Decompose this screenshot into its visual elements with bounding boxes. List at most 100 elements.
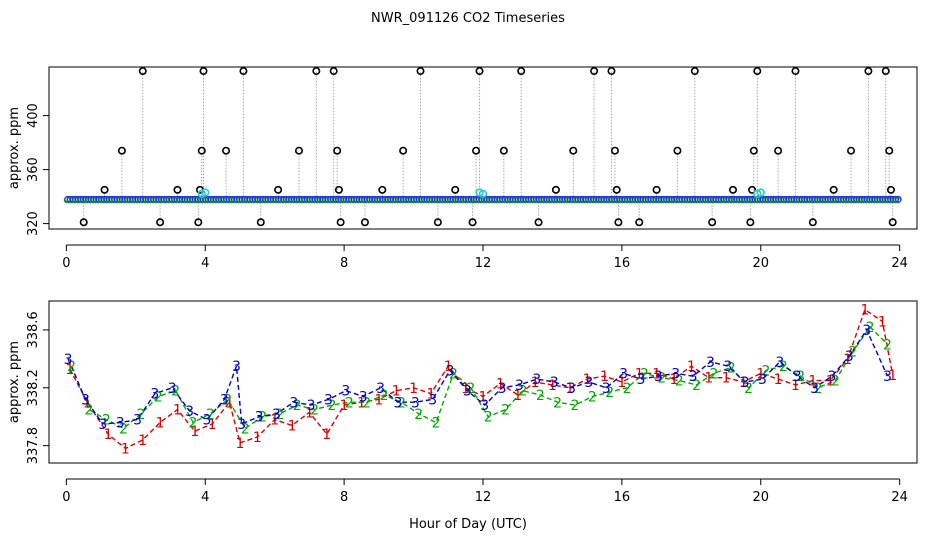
series-3-point-label: 3: [689, 369, 698, 385]
series-1-point-label: 1: [270, 413, 279, 429]
spike-point: [534, 218, 543, 227]
top-panel: 0 4 8 12 16 20 24 320 360 400 approx. ppm: [7, 66, 918, 271]
series-1-point-label: 1: [496, 376, 505, 392]
x-tick-label: 8: [340, 490, 348, 505]
spike-point: [173, 185, 182, 194]
spike-point: [499, 146, 508, 155]
series-1-point-label: 1: [888, 368, 897, 384]
top-baseline-points: [63, 195, 902, 204]
series-1-point-label: 1: [253, 430, 262, 446]
series-2-point-label: 2: [258, 410, 267, 426]
chart-title: NWR_091126 CO2 Timeseries: [371, 11, 565, 26]
series-3-point-label: 3: [532, 372, 541, 388]
series-3-point-label: 3: [671, 366, 680, 382]
series-2-point-label: 2: [866, 320, 875, 336]
series-3-point-label: 3: [810, 381, 819, 397]
series-2-point-label: 2: [605, 385, 614, 401]
series-2-point-label: 2: [883, 337, 892, 353]
spike-point: [79, 218, 88, 227]
series-2-point-label: 2: [432, 416, 441, 432]
series-3-point-label: 3: [498, 381, 507, 397]
spike-point: [614, 218, 623, 227]
spike-point: [378, 185, 387, 194]
spike-point: [886, 185, 895, 194]
baseline-point: [894, 195, 902, 203]
series-3-point-label: 3: [446, 363, 455, 379]
series-1-point-label: 1: [392, 384, 401, 400]
series-2-point-label: 2: [518, 384, 527, 400]
series-2-point-label: 2: [67, 359, 76, 375]
bottom-series-lines: [67, 308, 894, 450]
series-2-point-label: 2: [779, 359, 788, 375]
spike-point: [156, 218, 165, 227]
spike-point: [138, 67, 147, 76]
spike-point: [399, 146, 408, 155]
series-1-point-label: 1: [722, 371, 731, 387]
series-1-point-label: 1: [461, 381, 470, 397]
series-1-point-label: 1: [104, 427, 113, 443]
series-3-point-label: 3: [359, 389, 368, 405]
y-tick-label: 338.6: [26, 311, 41, 348]
series-1-point-label: 1: [756, 366, 765, 382]
y-tick-label: 320: [26, 211, 41, 236]
cyan-point: [478, 189, 488, 199]
series-3-point-label: 3: [654, 369, 663, 385]
spike-point: [433, 218, 442, 227]
spike-point: [748, 185, 757, 194]
series-3-point-label: 3: [272, 407, 281, 423]
series-1-point-label: 1: [687, 359, 696, 375]
spike-point: [690, 67, 699, 76]
series-3-point-label: 3: [741, 375, 750, 391]
series-3-point-label: 3: [845, 349, 854, 365]
series-1-point-label: 1: [444, 359, 453, 375]
top-x-axis: 0 4 8 12 16 20 24: [62, 244, 908, 271]
series-2-point-label: 2: [119, 421, 128, 437]
x-tick-label: 24: [891, 490, 908, 505]
series-1-point-label: 1: [600, 369, 609, 385]
series-1-point-label: 1: [65, 362, 74, 378]
series-1-point-label: 1: [156, 416, 165, 432]
series-3-point-label: 3: [376, 381, 385, 397]
top-plot-frame: [48, 66, 918, 230]
series-3-point-label: 3: [619, 366, 628, 382]
top-cyan-points: [197, 188, 765, 199]
series-2-point-label: 2: [102, 413, 111, 429]
y-tick-label: 400: [26, 103, 41, 128]
series-2-point-label: 2: [414, 407, 423, 423]
series-2-point-label: 2: [328, 398, 337, 414]
series-1-point-label: 1: [235, 436, 244, 452]
x-axis-label: Hour of Day (UTC): [409, 517, 527, 532]
x-tick-label: 12: [475, 490, 492, 505]
series-2-point-label: 2: [692, 378, 701, 394]
spike-point: [610, 146, 619, 155]
series-2-point-label: 2: [293, 398, 302, 414]
series-1-point-label: 1: [322, 427, 331, 443]
series-3-line: [67, 328, 889, 425]
spike-point: [517, 67, 526, 76]
series-2-point-label: 2: [154, 389, 163, 405]
bottom-x-axis: 0 4 8 12 16 20 24: [62, 478, 908, 505]
series-2-point-label: 2: [137, 407, 146, 423]
series-3-point-label: 3: [793, 369, 802, 385]
series-2-point-label: 2: [831, 374, 840, 390]
series-1-point-label: 1: [190, 424, 199, 440]
series-1-point-label: 1: [83, 395, 92, 411]
series-1-point-label: 1: [138, 433, 147, 449]
spike-point: [808, 218, 817, 227]
series-2-point-label: 2: [223, 392, 232, 408]
x-tick-label: 8: [340, 256, 348, 271]
series-1-point-label: 1: [669, 372, 678, 388]
spike-point: [416, 67, 425, 76]
y-tick-label: 360: [26, 157, 41, 182]
series-1-point-label: 1: [357, 395, 366, 411]
series-1-point-label: 1: [479, 389, 488, 405]
spike-point: [100, 185, 109, 194]
spike-point: [885, 146, 894, 155]
series-3-point-label: 3: [463, 384, 472, 400]
series-1-point-label: 1: [225, 395, 234, 411]
series-1-point-label: 1: [531, 375, 540, 391]
series-3-point-label: 3: [232, 359, 241, 375]
series-1-point-label: 1: [374, 392, 383, 408]
series-3-point-label: 3: [393, 395, 402, 411]
